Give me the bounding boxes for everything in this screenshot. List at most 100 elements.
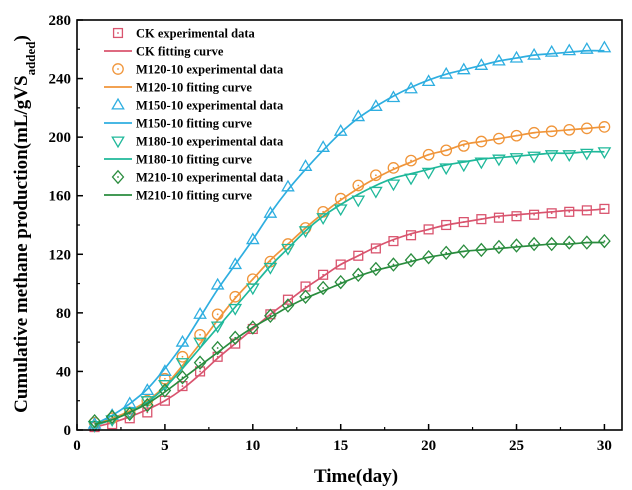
m210-data-point-dot	[480, 248, 483, 251]
legend-label-m210-fitting: M210-10 fitting curve	[136, 189, 252, 203]
m210-data-point-dot	[374, 268, 377, 270]
m210-data-point-dot	[357, 273, 360, 276]
ck-data-point-dot	[322, 273, 325, 276]
m180-data-point	[228, 303, 243, 316]
m120-data-point-dot	[357, 184, 360, 187]
y-tick-label: 80	[56, 306, 71, 322]
m210-data-point	[351, 267, 365, 283]
m120-data-point	[493, 132, 505, 145]
m120-data-point-dot	[445, 149, 448, 152]
m180-data-point	[245, 283, 260, 296]
ck-data-point-dot	[568, 210, 571, 213]
m210-data-point	[299, 289, 312, 304]
m120-data-point-dot	[550, 130, 553, 133]
m210-data-point-dot	[234, 336, 237, 339]
m120-data-point-dot	[410, 159, 412, 162]
m180-data-point	[474, 157, 489, 170]
x-tick-label: 10	[245, 438, 260, 454]
m210-data-point-dot	[462, 250, 465, 253]
m150-data-point	[579, 42, 594, 54]
legend-marker-m150	[111, 97, 125, 110]
m150-fitting-curve	[94, 49, 605, 425]
m210-data-point-dot	[269, 314, 272, 317]
m120-data-point	[457, 140, 470, 152]
m210-data-point	[475, 242, 488, 258]
legend-label-m180-experimental: M180-10 experimental data	[136, 135, 284, 149]
m210-data-point-dot	[146, 404, 149, 407]
m120-data-point	[422, 148, 435, 161]
m180-data-point	[333, 204, 348, 217]
ck-data-point-dot	[304, 285, 307, 288]
m150-data-point	[492, 53, 506, 66]
m210-data-point	[527, 236, 541, 252]
m210-data-point	[404, 252, 418, 268]
m120-data-point-dot	[199, 333, 201, 336]
m150-data-point	[263, 206, 278, 218]
m150-data-point	[544, 44, 559, 57]
m150-data-point	[316, 140, 330, 152]
m150-data-point	[562, 43, 577, 56]
m180-data-point	[492, 154, 506, 167]
m120-data-point	[528, 126, 540, 139]
m120-data-point	[440, 144, 453, 157]
ck-data-point	[282, 294, 294, 305]
ck-data-point	[441, 219, 452, 231]
m150-data-point	[597, 40, 612, 53]
ck-data-point-dot	[181, 385, 184, 387]
ck-data-point-dot	[392, 240, 395, 243]
m180-data-point	[509, 153, 524, 165]
m210-data-point	[369, 261, 383, 277]
m180-data-point	[562, 150, 577, 162]
y-tick-label: 0	[64, 423, 72, 439]
y-tick-label: 200	[49, 130, 72, 146]
m210-data-point-dot	[287, 304, 289, 307]
series-m180	[87, 147, 612, 433]
legend-marker-m210-dot	[117, 176, 119, 178]
legend-label-m180-fitting: M180-10 fitting curve	[136, 153, 252, 167]
m210-data-point-dot	[216, 347, 219, 349]
m210-data-point-dot	[445, 251, 448, 254]
m120-data-point	[387, 162, 400, 174]
m210-data-point	[140, 397, 154, 413]
m120-data-point-dot	[585, 127, 588, 130]
x-axis-title: Time(day)	[314, 466, 398, 487]
m150-data-point	[404, 81, 418, 94]
ck-data-point-dot	[462, 221, 465, 223]
x-tick-label: 30	[597, 438, 612, 454]
ck-data-point	[370, 243, 381, 254]
m210-data-point	[492, 239, 506, 255]
ck-data-point-dot	[480, 218, 483, 221]
m210-data-point-dot	[339, 281, 342, 284]
ck-data-point-dot	[357, 254, 360, 257]
ck-data-point	[318, 269, 329, 280]
m210-data-point	[123, 406, 137, 422]
ck-data-point-dot	[550, 212, 553, 215]
plot-area	[87, 40, 612, 433]
m150-data-point	[439, 66, 454, 79]
m120-data-point-dot	[322, 210, 325, 213]
m210-data-point	[562, 235, 576, 250]
y-tick-label: 120	[49, 247, 72, 263]
x-tick-label: 25	[509, 438, 524, 454]
m120-data-point	[475, 135, 488, 148]
m210-data-point	[158, 383, 172, 398]
m120-data-point-dot	[533, 131, 535, 134]
m120-data-point	[194, 328, 206, 341]
legend-label-ck-fitting: CK fitting curve	[136, 45, 224, 59]
m150-data-point	[369, 99, 383, 111]
series-ck	[89, 203, 610, 433]
m180-fitting-curve	[94, 150, 605, 427]
m150-data-point	[474, 58, 489, 70]
m180-data-point	[404, 173, 418, 186]
series-m210	[88, 233, 611, 429]
m120-data-point-dot	[216, 313, 219, 316]
ck-data-point-dot	[216, 355, 219, 358]
m180-data-point	[175, 358, 190, 370]
ck-data-point-dot	[374, 247, 377, 250]
m150-data-point	[175, 334, 190, 347]
m210-data-point-dot	[410, 259, 412, 262]
y-axis-title-end: )	[11, 35, 32, 41]
m210-data-point	[281, 298, 295, 313]
m120-data-point-dot	[392, 166, 395, 169]
m210-data-point-dot	[128, 412, 131, 415]
